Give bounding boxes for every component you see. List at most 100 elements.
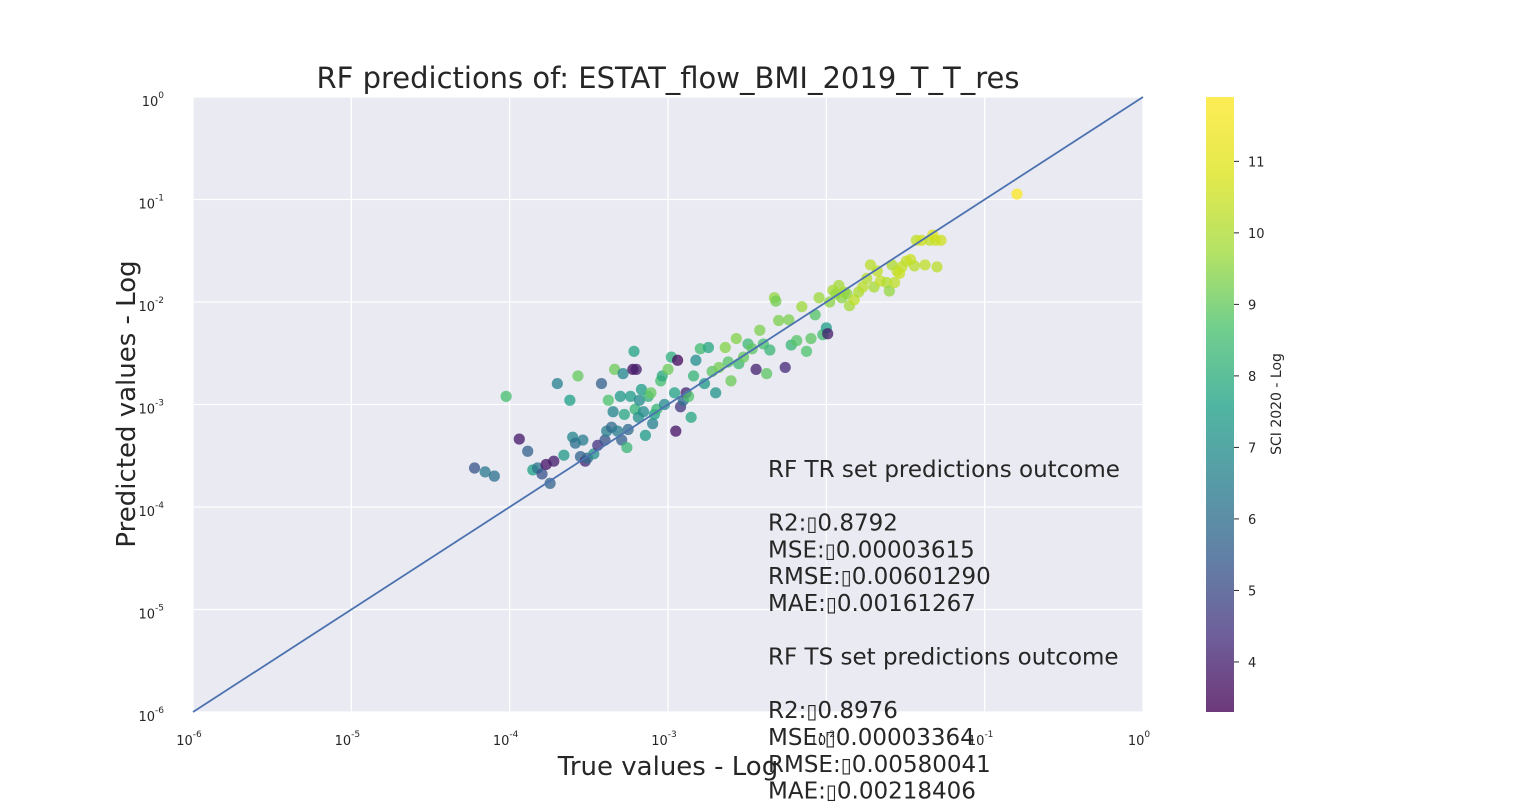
chart-title: RF predictions of: ESTAT_flow_BMI_2019_T… (317, 61, 1020, 95)
colorbar-ticks: 4 5 6 7 8 9 10 11 (1234, 155, 1265, 671)
data-point (783, 314, 795, 326)
data-point (658, 398, 671, 411)
colorbar-tick-label: 8 (1248, 370, 1256, 385)
data-point (754, 324, 766, 336)
data-point (609, 363, 621, 376)
data-point (683, 390, 695, 402)
data-point (690, 354, 702, 366)
metrics-line: MAE:▯0.00161267 (768, 591, 976, 617)
y-tick-label: 10-4 (138, 501, 164, 520)
data-point (796, 301, 808, 313)
data-point (544, 477, 556, 489)
x-tick-label: 10-6 (176, 730, 202, 749)
data-point (630, 363, 642, 376)
data-point (488, 470, 500, 482)
x-tick-label: 10-5 (335, 730, 361, 749)
data-point (672, 354, 684, 366)
data-point (635, 383, 648, 396)
colorbar-tick-label: 9 (1248, 298, 1256, 313)
colorbar-label: SCI 2020 - Log (1269, 353, 1285, 455)
metrics-annotation: RF TR set predictions outcomeR2:▯0.8792M… (768, 457, 1120, 801)
y-tick-label: 10-3 (138, 399, 164, 418)
data-point (791, 335, 803, 347)
data-point (628, 345, 640, 357)
x-tick-label: 100 (1128, 730, 1151, 749)
data-point (614, 390, 626, 402)
data-point (522, 445, 534, 457)
data-point (621, 441, 633, 454)
data-point (551, 377, 563, 390)
colorbar-tick-label: 5 (1248, 584, 1256, 599)
data-point (861, 272, 873, 284)
data-point (719, 341, 731, 354)
data-point (871, 265, 883, 277)
y-tick-label: 10-1 (138, 194, 164, 213)
data-point (761, 368, 773, 380)
y-tick-label: 10-2 (138, 296, 164, 315)
metrics-line: R2:▯0.8976 (768, 698, 898, 724)
data-point (602, 394, 614, 406)
data-point (702, 341, 715, 354)
y-tick-labels: 10-6 10-5 10-4 10-3 10-2 10-1 100 (138, 91, 164, 725)
data-point (618, 408, 630, 421)
data-point (639, 429, 652, 441)
metrics-line: RF TS set predictions outcome (768, 645, 1119, 671)
data-point (919, 259, 931, 271)
data-point (857, 281, 869, 293)
data-point (931, 261, 943, 273)
metrics-line: RMSE:▯0.00580041 (768, 752, 991, 778)
data-point (633, 394, 646, 406)
data-point (468, 462, 481, 474)
x-axis-label: True values - Log (557, 752, 778, 782)
colorbar-tick-label: 4 (1248, 656, 1256, 671)
data-point (725, 375, 737, 387)
colorbar (1206, 97, 1234, 712)
data-point (668, 387, 681, 399)
data-point (595, 377, 608, 390)
colorbar-tick-label: 10 (1248, 227, 1265, 242)
data-point (779, 361, 791, 374)
data-point (908, 260, 921, 272)
metrics-line: R2:▯0.8792 (768, 511, 898, 537)
data-point (822, 328, 834, 340)
metrics-line: MSE:▯0.00003615 (768, 537, 975, 563)
data-point (813, 292, 825, 304)
data-point (513, 433, 525, 445)
data-point (687, 370, 700, 382)
data-point (617, 368, 629, 380)
data-point (710, 387, 722, 399)
data-point (572, 370, 584, 382)
data-point (558, 449, 570, 461)
data-point (800, 345, 813, 357)
data-point (624, 390, 637, 402)
data-point (479, 466, 491, 478)
data-point (750, 363, 762, 376)
metrics-line: RF TR set predictions outcome (768, 457, 1120, 483)
data-point (548, 455, 560, 467)
data-point (637, 406, 650, 418)
data-point (889, 276, 901, 289)
y-tick-label: 100 (142, 91, 165, 110)
data-point (773, 314, 785, 327)
y-tick-label: 10-5 (138, 604, 164, 623)
data-point (662, 363, 674, 376)
data-point (607, 406, 619, 418)
data-point (611, 425, 624, 437)
data-point (730, 332, 742, 345)
data-point (536, 468, 548, 480)
metrics-line: MSE:▯0.00003364 (768, 725, 975, 751)
data-point (577, 434, 589, 446)
data-point (770, 295, 782, 307)
colorbar-tick-label: 6 (1248, 513, 1256, 528)
data-point (1011, 188, 1023, 200)
data-point (764, 344, 776, 356)
data-point (564, 394, 576, 406)
data-point (670, 425, 682, 437)
y-axis-label: Predicted values - Log (112, 260, 142, 547)
data-point (685, 411, 697, 423)
data-point (880, 276, 893, 289)
data-point (935, 234, 947, 246)
colorbar-tick-label: 7 (1248, 441, 1256, 456)
data-point (500, 390, 512, 402)
